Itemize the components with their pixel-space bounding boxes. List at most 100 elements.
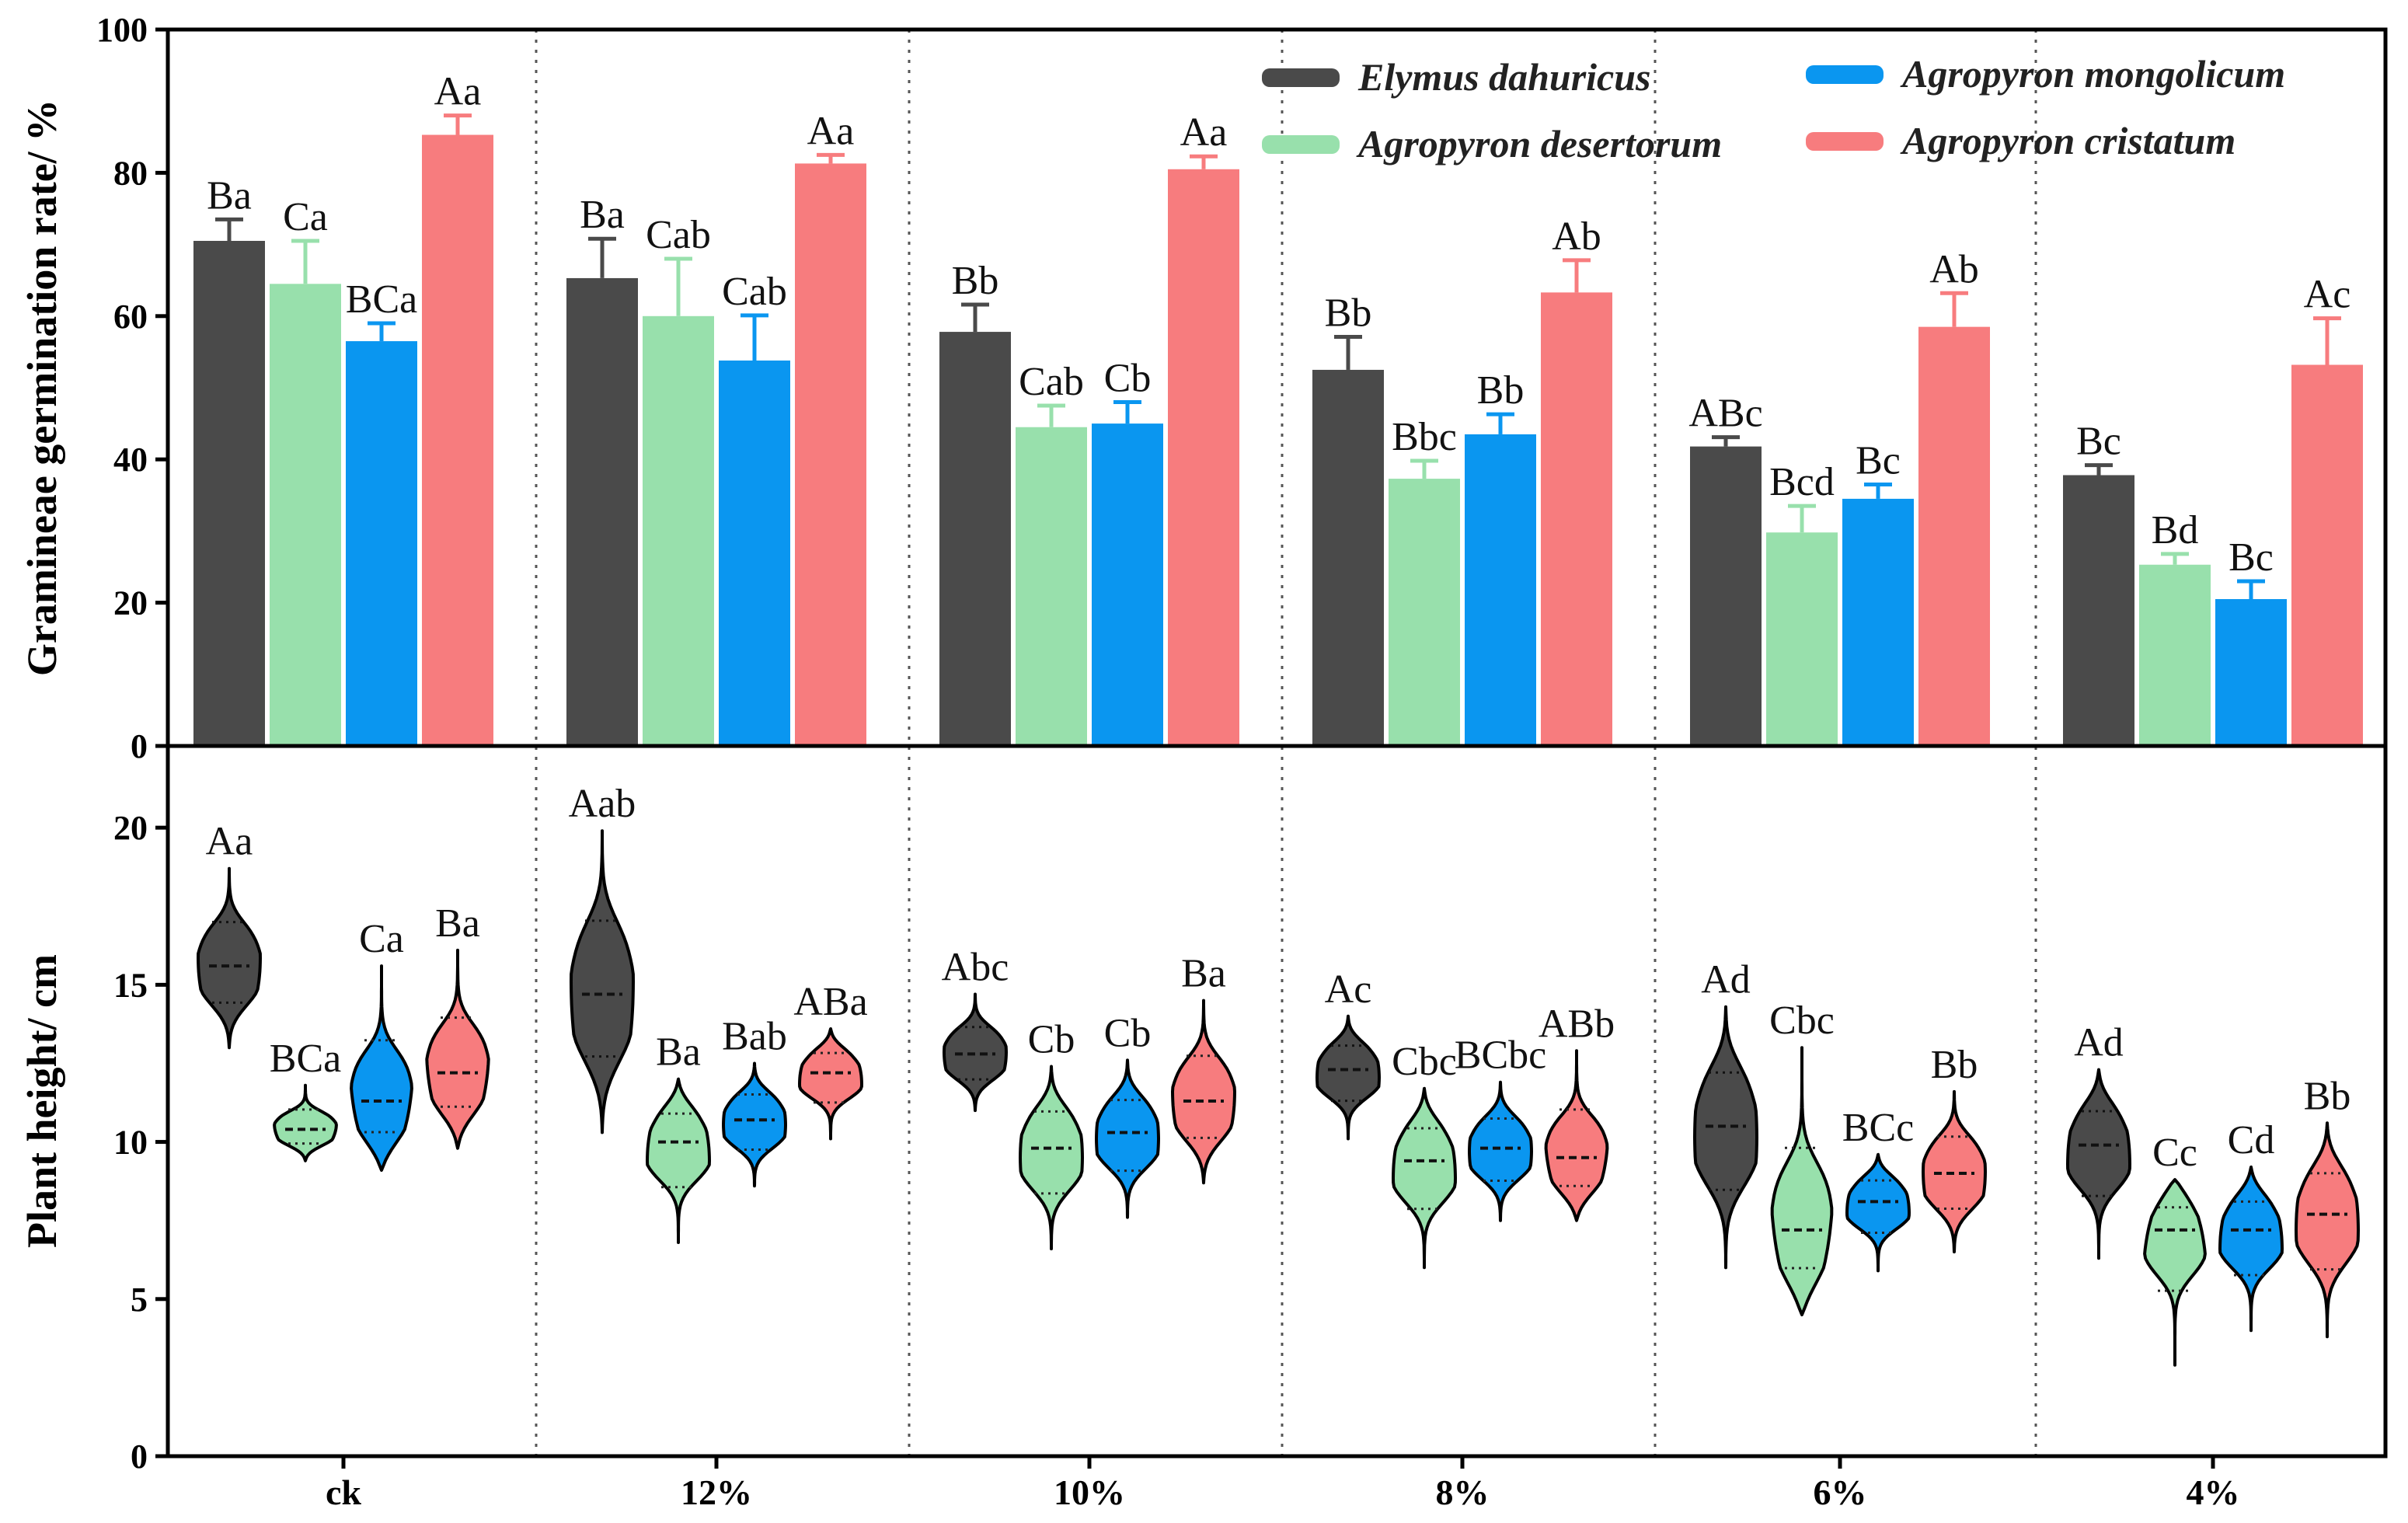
legend-swatch-elymus-dahuricus	[1262, 68, 1340, 87]
bar-letter-agropyron-mongolicum-10pct: Cb	[1104, 356, 1152, 400]
bar-agropyron-cristatum-ck	[422, 134, 493, 746]
bar-letter-agropyron-cristatum-8pct: Ab	[1552, 214, 1601, 259]
violin-elymus-dahuricus-4pct	[2066, 1068, 2131, 1260]
violin-agropyron-cristatum-6pct	[1922, 1089, 1987, 1254]
y-tick-label-germination-80: 80	[113, 154, 148, 192]
y-axis-label-plant-height: Plant height/ cm	[19, 954, 65, 1248]
y-tick-label-germination-100: 100	[96, 11, 148, 49]
bar-letter-agropyron-desertorum-10pct: Cab	[1019, 360, 1084, 404]
violin-letter-agropyron-cristatum-ck: Ba	[435, 901, 480, 946]
bar-agropyron-desertorum-12pct	[643, 315, 714, 746]
violin-letter-agropyron-mongolicum-8pct: BCbc	[1455, 1033, 1546, 1078]
violin-letter-elymus-dahuricus-8pct: Ac	[1325, 967, 1372, 1012]
bar-agropyron-mongolicum-4pct	[2215, 598, 2287, 746]
legend-label-agropyron-mongolicum: Agropyron mongolicum	[1900, 52, 2285, 96]
violin-letter-agropyron-cristatum-10pct: Ba	[1181, 952, 1226, 996]
violin-letter-agropyron-cristatum-12pct: ABa	[793, 980, 867, 1024]
bar-agropyron-cristatum-6pct	[1918, 326, 1990, 746]
bar-agropyron-mongolicum-12pct	[719, 360, 790, 746]
bar-letter-agropyron-mongolicum-ck: BCa	[346, 277, 417, 322]
legend-label-agropyron-cristatum: Agropyron cristatum	[1900, 119, 2236, 162]
y-tick-label-height-0: 0	[131, 1438, 148, 1476]
violin-agropyron-desertorum-8pct	[1392, 1086, 1457, 1270]
bar-letter-elymus-dahuricus-10pct: Bb	[952, 259, 999, 303]
violin-agropyron-desertorum-ck	[273, 1083, 338, 1162]
y-tick-label-germination-40: 40	[113, 441, 148, 479]
bar-agropyron-mongolicum-ck	[346, 341, 417, 746]
x-tick-label-4pct: 4%	[2187, 1472, 2240, 1512]
violin-letter-elymus-dahuricus-4pct: Ad	[2074, 1021, 2124, 1065]
violin-letter-agropyron-mongolicum-12pct: Bab	[722, 1014, 787, 1058]
violin-letter-agropyron-desertorum-8pct: Cbc	[1392, 1040, 1457, 1084]
x-tick-label-12pct: 12%	[681, 1472, 752, 1512]
violin-agropyron-cristatum-12pct	[798, 1027, 863, 1141]
bar-elymus-dahuricus-ck	[193, 240, 265, 746]
x-tick-label-ck: ck	[326, 1472, 361, 1512]
bar-letter-agropyron-cristatum-ck: Aa	[434, 70, 482, 114]
violin-letter-agropyron-desertorum-12pct: Ba	[656, 1030, 701, 1075]
violin-agropyron-mongolicum-8pct	[1468, 1080, 1533, 1222]
bar-letter-agropyron-desertorum-12pct: Cab	[646, 213, 711, 257]
violin-letter-elymus-dahuricus-12pct: Aab	[569, 782, 636, 826]
violin-agropyron-desertorum-6pct	[1770, 1046, 1834, 1316]
violin-agropyron-cristatum-4pct	[2295, 1121, 2360, 1339]
violin-letter-agropyron-mongolicum-10pct: Cb	[1104, 1011, 1152, 1055]
x-tick-label-10pct: 10%	[1054, 1472, 1125, 1512]
violin-agropyron-cristatum-8pct	[1544, 1049, 1609, 1222]
violin-letter-agropyron-desertorum-10pct: Cb	[1028, 1018, 1075, 1062]
violin-letter-agropyron-mongolicum-4pct: Cd	[2228, 1118, 2275, 1162]
violin-letter-agropyron-cristatum-8pct: ABb	[1539, 1002, 1615, 1046]
bar-agropyron-cristatum-12pct	[795, 163, 866, 746]
x-tick-label-6pct: 6%	[1814, 1472, 1867, 1512]
y-tick-label-germination-60: 60	[113, 298, 148, 336]
y-tick-label-germination-20: 20	[113, 584, 148, 622]
bar-agropyron-desertorum-6pct	[1766, 532, 1838, 746]
bar-agropyron-mongolicum-6pct	[1842, 498, 1914, 746]
violin-letter-elymus-dahuricus-ck: Aa	[206, 820, 253, 864]
bar-letter-agropyron-desertorum-6pct: Bcd	[1769, 460, 1835, 504]
violin-letter-agropyron-cristatum-6pct: Bb	[1931, 1043, 1978, 1087]
bar-letter-agropyron-cristatum-10pct: Aa	[1180, 110, 1228, 155]
bar-letter-agropyron-desertorum-ck: Ca	[283, 195, 328, 239]
bar-agropyron-desertorum-ck	[270, 284, 341, 746]
bar-letter-agropyron-mongolicum-6pct: Bc	[1856, 438, 1901, 483]
bar-elymus-dahuricus-8pct	[1312, 369, 1384, 746]
violin-letter-elymus-dahuricus-6pct: Ad	[1701, 958, 1751, 1002]
bar-letter-elymus-dahuricus-6pct: ABc	[1688, 392, 1762, 436]
bar-agropyron-mongolicum-8pct	[1465, 434, 1536, 746]
bar-elymus-dahuricus-4pct	[2063, 475, 2134, 746]
legend: Elymus dahuricus Agropyron mongolicum Agro…	[1262, 52, 2285, 166]
y-tick-label-germination-0: 0	[131, 727, 148, 765]
bar-letter-agropyron-mongolicum-4pct: Bc	[2229, 535, 2274, 580]
bar-agropyron-cristatum-10pct	[1168, 169, 1239, 747]
bar-letter-agropyron-cristatum-6pct: Ab	[1929, 247, 1979, 291]
violin-agropyron-cristatum-ck	[425, 948, 490, 1150]
bar-elymus-dahuricus-12pct	[566, 277, 638, 747]
bar-letter-agropyron-desertorum-8pct: Bbc	[1392, 415, 1457, 459]
bar-agropyron-desertorum-10pct	[1016, 427, 1087, 746]
y-tick-label-height-10: 10	[113, 1124, 148, 1162]
bar-letter-elymus-dahuricus-ck: Ba	[207, 173, 252, 218]
violin-elymus-dahuricus-8pct	[1316, 1014, 1381, 1141]
legend-swatch-agropyron-desertorum	[1262, 135, 1340, 154]
violin-letter-agropyron-desertorum-4pct: Cc	[2152, 1131, 2197, 1175]
bar-agropyron-mongolicum-10pct	[1092, 423, 1163, 746]
violin-letter-agropyron-desertorum-6pct: Cbc	[1769, 998, 1835, 1043]
plot-frame	[166, 27, 2388, 1459]
violin-letter-agropyron-cristatum-4pct: Bb	[2304, 1074, 2351, 1118]
violin-agropyron-desertorum-4pct	[2143, 1178, 2207, 1367]
ticks-layer: 0 20 40 60 80 100 0 5 10 15 20 ck 12% 10% 8% 6% 4%	[96, 11, 2240, 1512]
violin-agropyron-mongolicum-ck	[350, 964, 413, 1172]
violin-letter-agropyron-mongolicum-ck: Ca	[359, 917, 404, 961]
bar-agropyron-cristatum-4pct	[2291, 364, 2363, 746]
violin-agropyron-mongolicum-6pct	[1845, 1152, 1911, 1273]
x-tick-label-8pct: 8%	[1436, 1472, 1490, 1512]
violin-letter-agropyron-desertorum-ck: BCa	[270, 1037, 341, 1081]
violin-letter-agropyron-mongolicum-6pct: BCc	[1842, 1106, 1914, 1150]
violins-layer: Aa Aab Abc Ac Ad Ad BCa Ba Cb Cbc Cbc Cc Ca Bab Cb BCbc…	[197, 782, 2360, 1367]
y-axis-label-germination: Gramineae germination rate/ %	[19, 99, 65, 676]
bar-elymus-dahuricus-6pct	[1690, 446, 1762, 746]
bar-elymus-dahuricus-10pct	[939, 332, 1011, 747]
legend-swatch-agropyron-cristatum	[1806, 132, 1884, 151]
